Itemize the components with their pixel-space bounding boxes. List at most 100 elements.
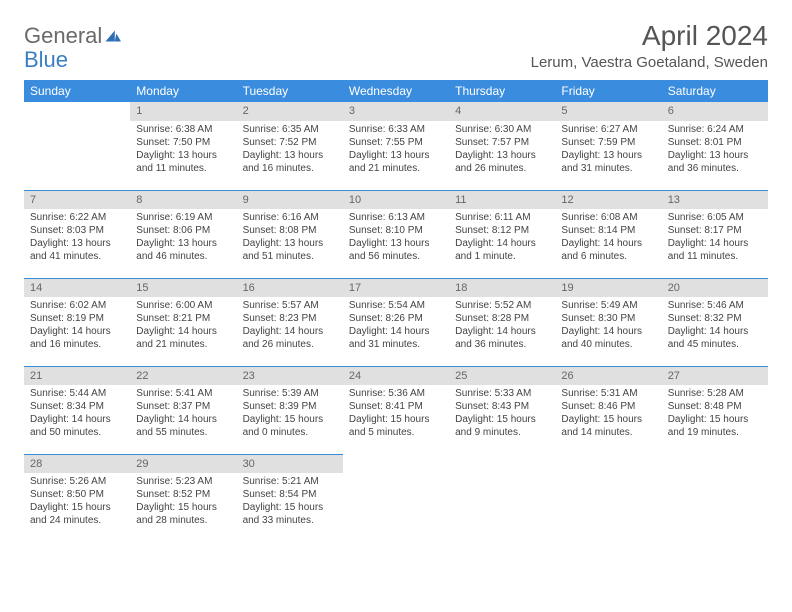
calendar-cell: 13Sunrise: 6:05 AMSunset: 8:17 PMDayligh… — [662, 190, 768, 278]
calendar-cell: 17Sunrise: 5:54 AMSunset: 8:26 PMDayligh… — [343, 278, 449, 366]
cell-sr: Sunrise: 6:16 AM — [243, 211, 337, 224]
calendar-cell: 5Sunrise: 6:27 AMSunset: 7:59 PMDaylight… — [555, 102, 661, 190]
day-number: 27 — [662, 367, 768, 385]
cell-ss: Sunset: 8:48 PM — [668, 400, 762, 413]
cell-sr: Sunrise: 5:49 AM — [561, 299, 655, 312]
cell-sr: Sunrise: 5:33 AM — [455, 387, 549, 400]
calendar-cell: 29Sunrise: 5:23 AMSunset: 8:52 PMDayligh… — [130, 454, 236, 542]
calendar-cell — [662, 454, 768, 542]
cell-d1: Daylight: 13 hours — [668, 149, 762, 162]
cell-d1: Daylight: 14 hours — [668, 237, 762, 250]
day-number: 26 — [555, 367, 661, 385]
cell-sr: Sunrise: 6:30 AM — [455, 123, 549, 136]
calendar-row: 1Sunrise: 6:38 AMSunset: 7:50 PMDaylight… — [24, 102, 768, 190]
calendar-cell: 27 Sunrise: 5:28 AMSunset: 8:48 PMDayligh… — [662, 366, 768, 454]
calendar-row: 7Sunrise: 6:22 AMSunset: 8:03 PMDaylight… — [24, 190, 768, 278]
cell-d1: Daylight: 14 hours — [136, 413, 230, 426]
cell-d2: and 40 minutes. — [561, 338, 655, 351]
cell-d1: Daylight: 14 hours — [30, 413, 124, 426]
calendar-cell: 16Sunrise: 5:57 AMSunset: 8:23 PMDayligh… — [237, 278, 343, 366]
day-number: 10 — [343, 191, 449, 209]
cell-ss: Sunset: 8:39 PM — [243, 400, 337, 413]
day-number: 3 — [343, 102, 449, 120]
cell-sr: Sunrise: 6:38 AM — [136, 123, 230, 136]
cell-d1: Daylight: 13 hours — [243, 237, 337, 250]
day-number: 17 — [343, 279, 449, 297]
cell-d2: and 19 minutes. — [668, 426, 762, 439]
cell-ss: Sunset: 8:52 PM — [136, 488, 230, 501]
cell-sr: Sunrise: 5:52 AM — [455, 299, 549, 312]
cell-sr: Sunrise: 6:13 AM — [349, 211, 443, 224]
day-number: 19 — [555, 279, 661, 297]
cell-d2: and 41 minutes. — [30, 250, 124, 263]
cell-d2: and 55 minutes. — [136, 426, 230, 439]
day-number: 8 — [130, 191, 236, 209]
weekday-header: Sunday — [24, 80, 130, 102]
cell-ss: Sunset: 8:46 PM — [561, 400, 655, 413]
cell-d1: Daylight: 15 hours — [30, 501, 124, 514]
calendar-cell — [555, 454, 661, 542]
weekday-header: Monday — [130, 80, 236, 102]
calendar-cell: 26 Sunrise: 5:31 AMSunset: 8:46 PMDayligh… — [555, 366, 661, 454]
cell-d2: and 9 minutes. — [455, 426, 549, 439]
title-block: April 2024 Lerum, Vaestra Goetaland, Swe… — [531, 20, 768, 71]
cell-d1: Daylight: 15 hours — [455, 413, 549, 426]
cell-d1: Daylight: 14 hours — [561, 325, 655, 338]
cell-sr: Sunrise: 5:31 AM — [561, 387, 655, 400]
day-number: 14 — [24, 279, 130, 297]
weekday-header-row: SundayMondayTuesdayWednesdayThursdayFrid… — [24, 80, 768, 102]
cell-d1: Daylight: 14 hours — [455, 325, 549, 338]
cell-d2: and 33 minutes. — [243, 514, 337, 527]
cell-sr: Sunrise: 6:19 AM — [136, 211, 230, 224]
cell-d2: and 14 minutes. — [561, 426, 655, 439]
logo-icon — [104, 24, 124, 48]
weekday-header: Tuesday — [237, 80, 343, 102]
cell-d1: Daylight: 13 hours — [30, 237, 124, 250]
day-number: 11 — [449, 191, 555, 209]
cell-d2: and 11 minutes. — [668, 250, 762, 263]
cell-sr: Sunrise: 5:28 AM — [668, 387, 762, 400]
calendar-cell — [343, 454, 449, 542]
weekday-header: Thursday — [449, 80, 555, 102]
cell-sr: Sunrise: 6:35 AM — [243, 123, 337, 136]
cell-d2: and 51 minutes. — [243, 250, 337, 263]
cell-d2: and 5 minutes. — [349, 426, 443, 439]
cell-d2: and 16 minutes. — [30, 338, 124, 351]
day-number: 29 — [130, 455, 236, 473]
cell-ss: Sunset: 8:30 PM — [561, 312, 655, 325]
cell-d1: Daylight: 14 hours — [668, 325, 762, 338]
day-number: 25 — [449, 367, 555, 385]
calendar-cell: 25Sunrise: 5:33 AMSunset: 8:43 PMDayligh… — [449, 366, 555, 454]
cell-d2: and 21 minutes. — [349, 162, 443, 175]
cell-d2: and 0 minutes. — [243, 426, 337, 439]
day-number: 22 — [130, 367, 236, 385]
cell-d1: Daylight: 13 hours — [561, 149, 655, 162]
cell-sr: Sunrise: 6:05 AM — [668, 211, 762, 224]
cell-d1: Daylight: 14 hours — [455, 237, 549, 250]
cell-sr: Sunrise: 6:02 AM — [30, 299, 124, 312]
cell-sr: Sunrise: 5:44 AM — [30, 387, 124, 400]
cell-sr: Sunrise: 5:57 AM — [243, 299, 337, 312]
cell-sr: Sunrise: 6:11 AM — [455, 211, 549, 224]
cell-d1: Daylight: 15 hours — [561, 413, 655, 426]
cell-ss: Sunset: 8:08 PM — [243, 224, 337, 237]
cell-d2: and 31 minutes. — [561, 162, 655, 175]
cell-d1: Daylight: 13 hours — [136, 149, 230, 162]
calendar-body: 1Sunrise: 6:38 AMSunset: 7:50 PMDaylight… — [24, 102, 768, 542]
calendar-cell: 8Sunrise: 6:19 AMSunset: 8:06 PMDaylight… — [130, 190, 236, 278]
cell-sr: Sunrise: 5:46 AM — [668, 299, 762, 312]
day-number: 4 — [449, 102, 555, 120]
calendar-cell: 22 Sunrise: 5:41 AMSunset: 8:37 PMDayligh… — [130, 366, 236, 454]
cell-d2: and 24 minutes. — [30, 514, 124, 527]
cell-sr: Sunrise: 5:36 AM — [349, 387, 443, 400]
cell-ss: Sunset: 8:37 PM — [136, 400, 230, 413]
calendar-row: 21Sunrise: 5:44 AMSunset: 8:34 PMDayligh… — [24, 366, 768, 454]
cell-sr: Sunrise: 6:08 AM — [561, 211, 655, 224]
calendar-cell: 11Sunrise: 6:11 AMSunset: 8:12 PMDayligh… — [449, 190, 555, 278]
cell-sr: Sunrise: 5:41 AM — [136, 387, 230, 400]
cell-ss: Sunset: 8:14 PM — [561, 224, 655, 237]
weekday-header: Saturday — [662, 80, 768, 102]
cell-ss: Sunset: 8:19 PM — [30, 312, 124, 325]
calendar-cell: 6Sunrise: 6:24 AMSunset: 8:01 PMDaylight… — [662, 102, 768, 190]
cell-d1: Daylight: 15 hours — [668, 413, 762, 426]
